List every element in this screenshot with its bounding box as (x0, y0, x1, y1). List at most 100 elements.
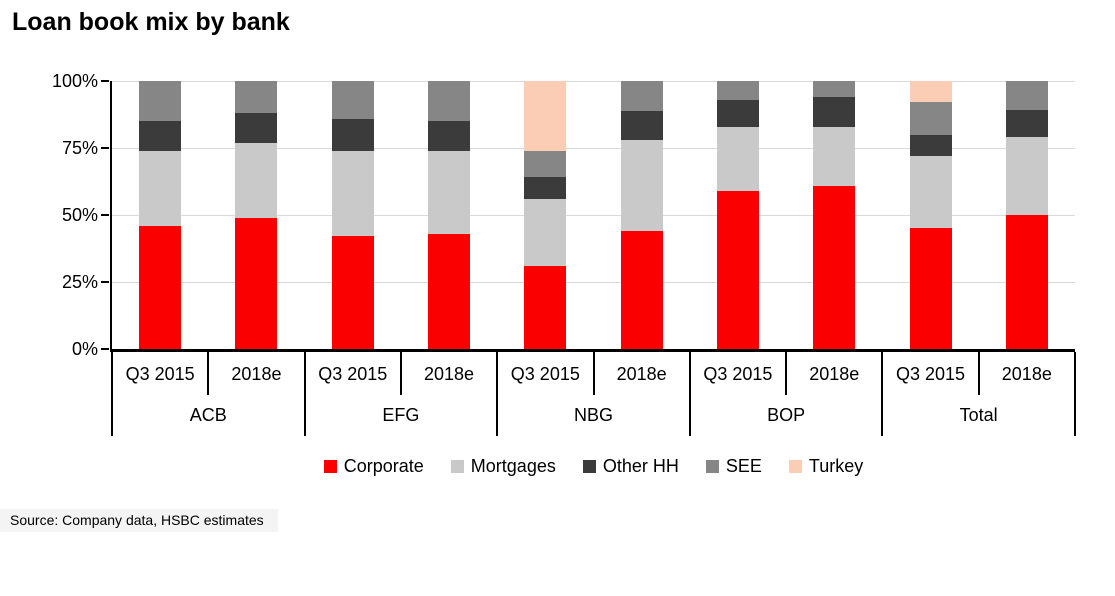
bar-segment-mortgages (524, 198, 567, 266)
bar-segment-turkey (909, 81, 952, 103)
period-label: 2018e (424, 363, 475, 384)
period-label: 2018e (231, 363, 282, 384)
y-axis-tick-mark (101, 281, 109, 283)
bar-cell-bop-q3-2015 (690, 81, 786, 349)
bar-segment-see (909, 102, 952, 135)
plot-area (110, 81, 1075, 352)
bar-segment-mortgages (428, 150, 471, 234)
legend-label: SEE (725, 455, 762, 476)
legend-swatch-mortgages-icon (450, 459, 464, 473)
group-separator (496, 352, 499, 436)
stacked-bar-nbg-2018e (620, 81, 663, 349)
bars-row (112, 81, 1075, 349)
period-label: 2018e (616, 363, 667, 384)
bank-label-total: Total (959, 404, 998, 425)
period-separator (785, 352, 788, 395)
legend-swatch-see-icon (705, 459, 719, 473)
bar-cell-total-2018e (979, 81, 1075, 349)
bar-segment-mortgages (1005, 137, 1048, 215)
y-axis-tick-label: 100% (51, 71, 98, 91)
bar-segment-other-hh (331, 118, 374, 151)
bar-segment-mortgages (235, 142, 278, 218)
period-label: Q3 2015 (703, 363, 773, 384)
bar-segment-see (1005, 81, 1048, 111)
period-separator (592, 352, 595, 395)
period-label: Q3 2015 (510, 363, 580, 384)
stacked-bar-nbg-q3-2015 (524, 81, 567, 349)
stacked-bar-efg-2018e (428, 81, 471, 349)
period-label: Q3 2015 (125, 363, 195, 384)
group-separator (881, 352, 884, 436)
bar-segment-other-hh (620, 110, 663, 140)
legend: Corporate Mortgages Other HH SEE Turkey (112, 452, 1075, 480)
stacked-bar-total-q3-2015 (909, 81, 952, 349)
legend-item-corporate: Corporate (323, 456, 424, 477)
bar-cell-acb-q3-2015 (112, 81, 208, 349)
bank-label-nbg: NBG (573, 404, 613, 425)
gridline-100 (112, 81, 1075, 82)
bar-segment-other-hh (716, 99, 759, 127)
chart-title: Loan book mix by bank (12, 8, 290, 36)
legend-item-turkey: Turkey (788, 456, 863, 477)
period-separator (399, 352, 402, 395)
bar-segment-corporate (909, 228, 952, 349)
y-axis-tick-label: 75% (61, 138, 98, 158)
group-separator (303, 352, 306, 436)
period-label: 2018e (1001, 363, 1052, 384)
bank-label-acb: ACB (189, 404, 227, 425)
stacked-bar-bop-2018e (813, 81, 856, 349)
legend-swatch-corporate-icon (323, 459, 337, 473)
bar-segment-see (235, 81, 278, 114)
bar-cell-acb-2018e (208, 81, 304, 349)
bar-segment-corporate (716, 190, 759, 349)
group-separator (688, 352, 691, 436)
x-axis-bank-row: ACB EFG NBG BOP Total (112, 396, 1075, 434)
y-axis-tick-mark (101, 147, 109, 149)
stacked-bar-acb-q3-2015 (139, 81, 182, 349)
bar-segment-mortgages (139, 150, 182, 226)
gridline-25 (112, 282, 1075, 283)
bar-segment-corporate (1005, 215, 1048, 349)
bar-segment-corporate (524, 265, 567, 349)
source-note: Source: Company data, HSBC estimates (0, 509, 278, 532)
bar-segment-other-hh (235, 113, 278, 143)
bar-segment-see (331, 81, 374, 119)
bar-segment-mortgages (909, 156, 952, 229)
bar-cell-nbg-q3-2015 (497, 81, 593, 349)
bar-cell-efg-q3-2015 (305, 81, 401, 349)
stacked-bar-acb-2018e (235, 81, 278, 349)
bar-segment-other-hh (428, 121, 471, 151)
bar-segment-see (524, 150, 567, 178)
period-separator (207, 352, 210, 395)
bar-segment-mortgages (716, 126, 759, 191)
bank-label-efg: EFG (382, 404, 420, 425)
bar-segment-other-hh (139, 121, 182, 151)
bar-segment-mortgages (620, 139, 663, 232)
bar-segment-see (716, 81, 759, 100)
bar-segment-other-hh (1005, 110, 1048, 138)
y-axis-tick-label: 0% (71, 339, 98, 359)
bank-label-bop: BOP (767, 404, 806, 425)
bar-segment-corporate (428, 233, 471, 349)
bar-segment-corporate (620, 231, 663, 349)
bar-segment-corporate (813, 185, 856, 349)
y-axis-tick-mark (101, 214, 109, 216)
bar-cell-efg-2018e (401, 81, 497, 349)
y-axis-tick-mark (101, 80, 109, 82)
period-label: 2018e (809, 363, 860, 384)
y-axis-tick-label: 50% (61, 205, 98, 225)
bar-cell-bop-2018e (786, 81, 882, 349)
bar-segment-corporate (331, 236, 374, 349)
bar-cell-total-q3-2015 (882, 81, 978, 349)
bar-segment-see (139, 81, 182, 122)
legend-swatch-other-hh-icon (582, 459, 596, 473)
bar-segment-mortgages (331, 150, 374, 237)
period-separator (977, 352, 980, 395)
gridline-75 (112, 148, 1075, 149)
stacked-bar-total-2018e (1005, 81, 1048, 349)
x-axis-period-row: Q3 2015 2018e Q3 2015 2018e Q3 2015 2018e Q3 2… (112, 352, 1075, 396)
bar-segment-see (813, 81, 856, 98)
legend-swatch-turkey-icon (788, 459, 802, 473)
y-axis-tick-label: 25% (61, 272, 98, 292)
